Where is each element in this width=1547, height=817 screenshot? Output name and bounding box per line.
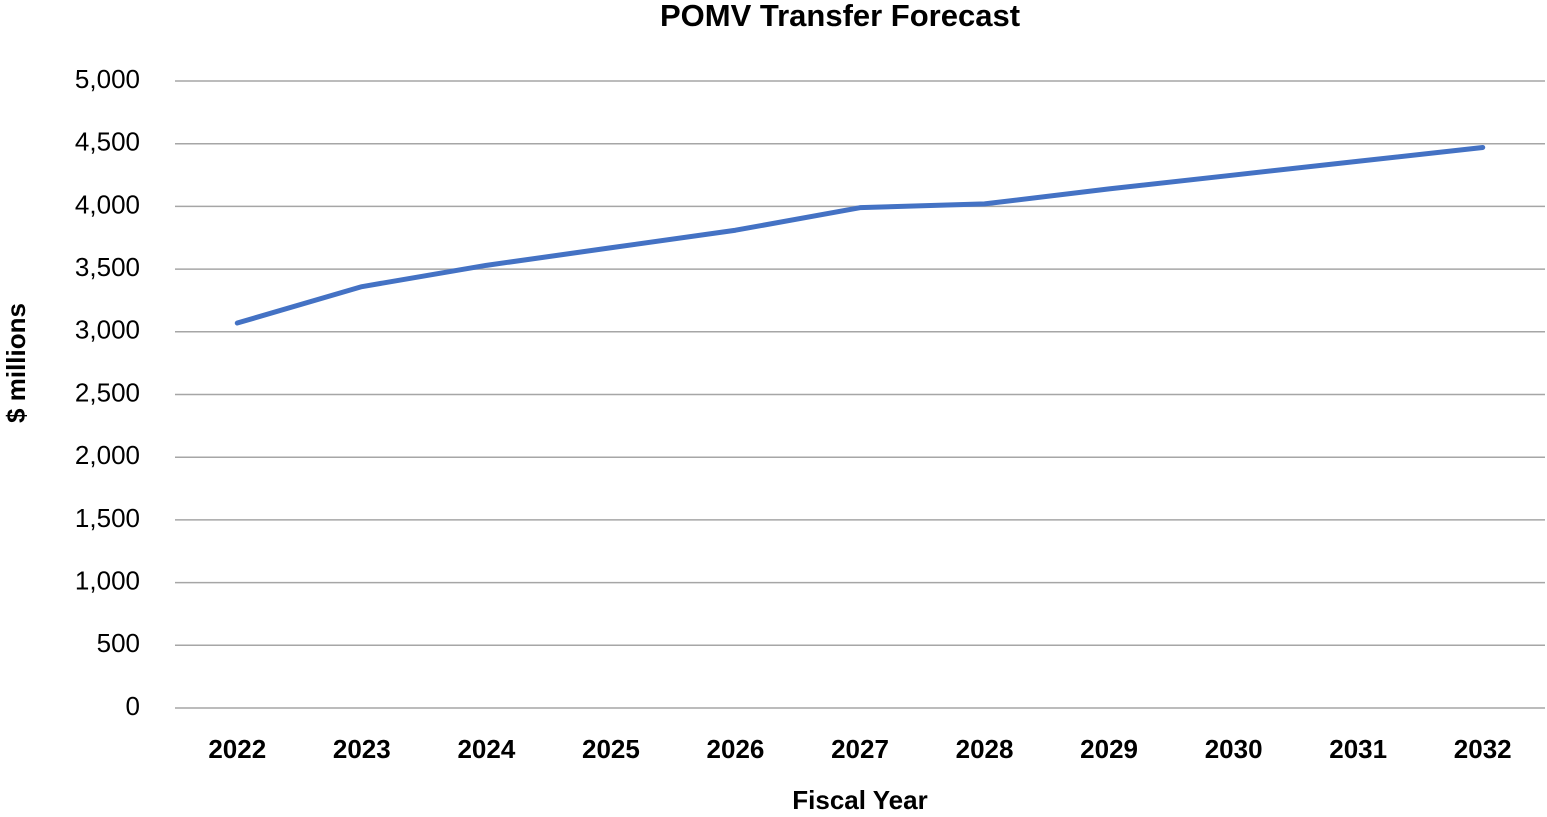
y-axis-label: $ millions bbox=[1, 303, 31, 423]
y-tick-label: 3,500 bbox=[75, 252, 140, 282]
x-tick-label: 2025 bbox=[582, 734, 640, 764]
x-tick-label: 2030 bbox=[1205, 734, 1263, 764]
x-tick-label: 2023 bbox=[333, 734, 391, 764]
y-tick-label: 500 bbox=[97, 628, 140, 658]
x-tick-label: 2024 bbox=[457, 734, 515, 764]
x-tick-label: 2028 bbox=[956, 734, 1014, 764]
chart-title: POMV Transfer Forecast bbox=[660, 0, 1020, 33]
x-tick-label: 2029 bbox=[1080, 734, 1138, 764]
y-tick-label: 3,000 bbox=[75, 315, 140, 345]
x-tick-label: 2022 bbox=[208, 734, 266, 764]
y-tick-label: 1,000 bbox=[75, 565, 140, 595]
y-tick-label: 2,500 bbox=[75, 377, 140, 407]
y-tick-label: 1,500 bbox=[75, 503, 140, 533]
y-tick-label: 4,000 bbox=[75, 189, 140, 219]
y-tick-label: 0 bbox=[126, 691, 140, 721]
y-tick-label: 4,500 bbox=[75, 127, 140, 157]
x-tick-label: 2031 bbox=[1329, 734, 1387, 764]
y-tick-label: 5,000 bbox=[75, 64, 140, 94]
x-tick-label: 2026 bbox=[707, 734, 765, 764]
data-line bbox=[234, 144, 1486, 326]
x-axis-label: Fiscal Year bbox=[792, 785, 927, 815]
x-tick-label: 2027 bbox=[831, 734, 889, 764]
y-tick-label: 2,000 bbox=[75, 440, 140, 470]
x-tick-label: 2032 bbox=[1454, 734, 1512, 764]
